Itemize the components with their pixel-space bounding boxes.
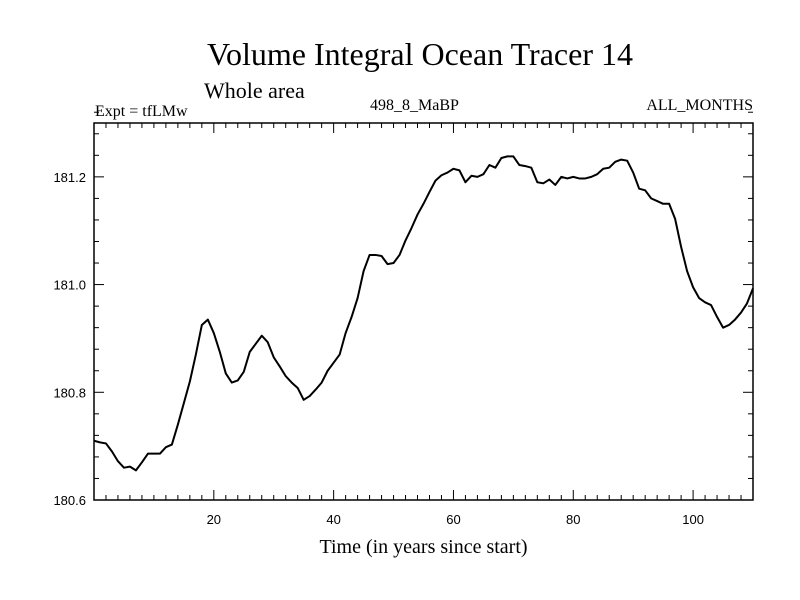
run-id-label: 498_8_MaBP xyxy=(370,97,459,114)
y-tick-label: 181.2 xyxy=(53,170,86,185)
chart-title: Volume Integral Ocean Tracer 14 xyxy=(207,36,633,72)
x-tick-label: 100 xyxy=(682,512,704,527)
x-tick-label: 20 xyxy=(207,512,221,527)
months-label: ALL_MONTHS xyxy=(646,97,753,114)
y-tick-label: 181.0 xyxy=(53,278,86,293)
x-tick-label: 60 xyxy=(446,512,460,527)
plot-frame xyxy=(93,122,754,501)
experiment-label: Expt = tfLMw xyxy=(95,103,188,120)
y-tick-label: 180.8 xyxy=(53,385,86,400)
x-tick-label: 80 xyxy=(566,512,580,527)
x-tick-label: 40 xyxy=(326,512,340,527)
series-line xyxy=(93,155,754,472)
chart-subtitle: Whole area xyxy=(204,78,305,103)
axis-ticks xyxy=(93,111,754,501)
tick-labels: 20 40 60 80 100 180.6 180.8 181.0 181.2 xyxy=(53,170,703,527)
y-tick-label: 180.6 xyxy=(53,493,86,508)
x-axis-label: Time (in years since start) xyxy=(319,536,527,558)
